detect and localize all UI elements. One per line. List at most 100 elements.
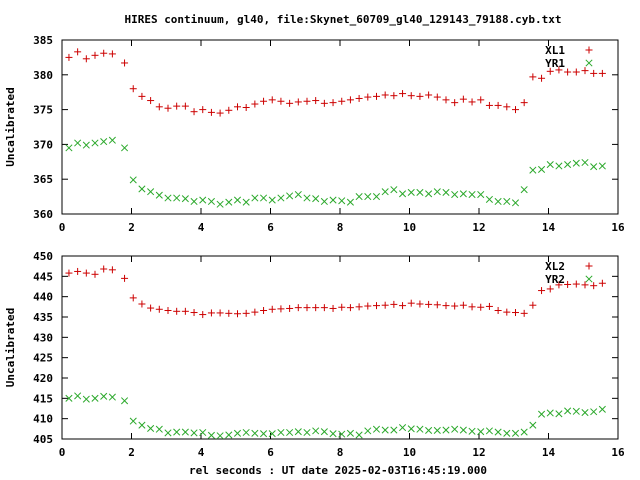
data-point [598, 279, 606, 287]
data-point [355, 431, 363, 439]
data-point [190, 309, 198, 317]
data-point [173, 102, 181, 110]
data-point [590, 163, 598, 171]
data-point [581, 409, 589, 417]
data-point [529, 166, 537, 174]
data-point [164, 194, 172, 202]
data-point [181, 195, 189, 203]
data-point [303, 194, 311, 202]
x-tick-label: 2 [128, 446, 135, 459]
series-yr1 [65, 136, 606, 208]
data-point [251, 308, 259, 316]
data-point [477, 303, 485, 311]
data-point [503, 429, 511, 437]
data-point [251, 100, 259, 108]
data-point [65, 53, 73, 61]
data-point [129, 85, 137, 93]
data-point [468, 190, 476, 199]
data-point [260, 97, 268, 105]
data-point [147, 424, 155, 432]
data-point [277, 428, 285, 437]
data-point [129, 417, 137, 425]
data-point [398, 190, 407, 198]
legend-label: XL1 [545, 44, 565, 57]
y-tick-label: 430 [33, 331, 53, 344]
data-point [100, 265, 108, 273]
x-tick-label: 10 [403, 446, 416, 459]
data-point [329, 99, 337, 107]
data-point [346, 304, 354, 312]
x-tick-label: 12 [472, 446, 485, 459]
data-point [407, 188, 415, 196]
data-point [82, 269, 90, 277]
data-point [74, 48, 82, 56]
data-point [251, 429, 259, 437]
x-tick-label: 16 [611, 446, 625, 459]
legend-marker [585, 59, 593, 67]
data-point [485, 195, 493, 203]
data-point [511, 309, 519, 317]
data-point [598, 405, 606, 413]
data-point [294, 428, 302, 436]
y-axis-label: Uncalibrated [4, 87, 17, 166]
data-point [91, 139, 99, 147]
data-point [372, 92, 380, 100]
data-point [190, 197, 198, 206]
data-point [277, 194, 285, 202]
data-point [425, 300, 433, 308]
y-tick-label: 445 [33, 270, 53, 283]
data-point [355, 94, 363, 102]
data-point [520, 309, 528, 317]
data-point [65, 394, 73, 402]
data-point [65, 269, 73, 277]
data-point [329, 196, 337, 204]
data-point [494, 306, 502, 314]
data-point [564, 161, 572, 169]
data-point [207, 309, 215, 317]
data-point [485, 427, 493, 435]
data-point [590, 282, 598, 290]
bottom-panel: Uncalibrated 0 2 4 6 8 10 12 14 16 405 410 415 420 425… [4, 250, 625, 459]
data-point [100, 49, 108, 57]
data-point [477, 96, 485, 104]
data-point [529, 301, 537, 309]
y-tick-label: 450 [33, 250, 53, 263]
x-tick-label: 8 [337, 446, 344, 459]
data-point [442, 96, 450, 104]
data-point [372, 193, 381, 201]
data-point [494, 428, 502, 436]
data-point [82, 395, 90, 403]
data-point [207, 197, 215, 206]
data-point [225, 431, 233, 439]
plot-frame [61, 255, 619, 440]
data-point [233, 103, 241, 111]
x-tick-label: 0 [59, 221, 66, 234]
data-point [416, 92, 424, 100]
data-point [581, 158, 589, 167]
data-point [537, 165, 546, 174]
data-point [320, 428, 328, 436]
data-point [520, 99, 528, 107]
data-point [286, 99, 294, 107]
data-point [372, 302, 380, 310]
data-point [164, 104, 172, 112]
data-point [442, 302, 450, 310]
data-point [303, 428, 311, 437]
legend-label: XL2 [545, 260, 565, 273]
data-point [355, 193, 363, 201]
data-point [120, 144, 129, 152]
data-point [181, 307, 189, 315]
data-point [129, 294, 137, 302]
data-point [364, 302, 372, 310]
data-point [108, 393, 116, 401]
x-tick-label: 4 [198, 221, 205, 234]
data-point [91, 394, 99, 402]
x-tick-label: 2 [128, 221, 135, 234]
data-point [286, 192, 294, 200]
series-yr2 [65, 392, 606, 440]
data-point [503, 308, 511, 316]
data-point [129, 176, 137, 184]
data-point [555, 410, 563, 418]
data-point [564, 280, 572, 288]
legend-marker [585, 262, 593, 270]
